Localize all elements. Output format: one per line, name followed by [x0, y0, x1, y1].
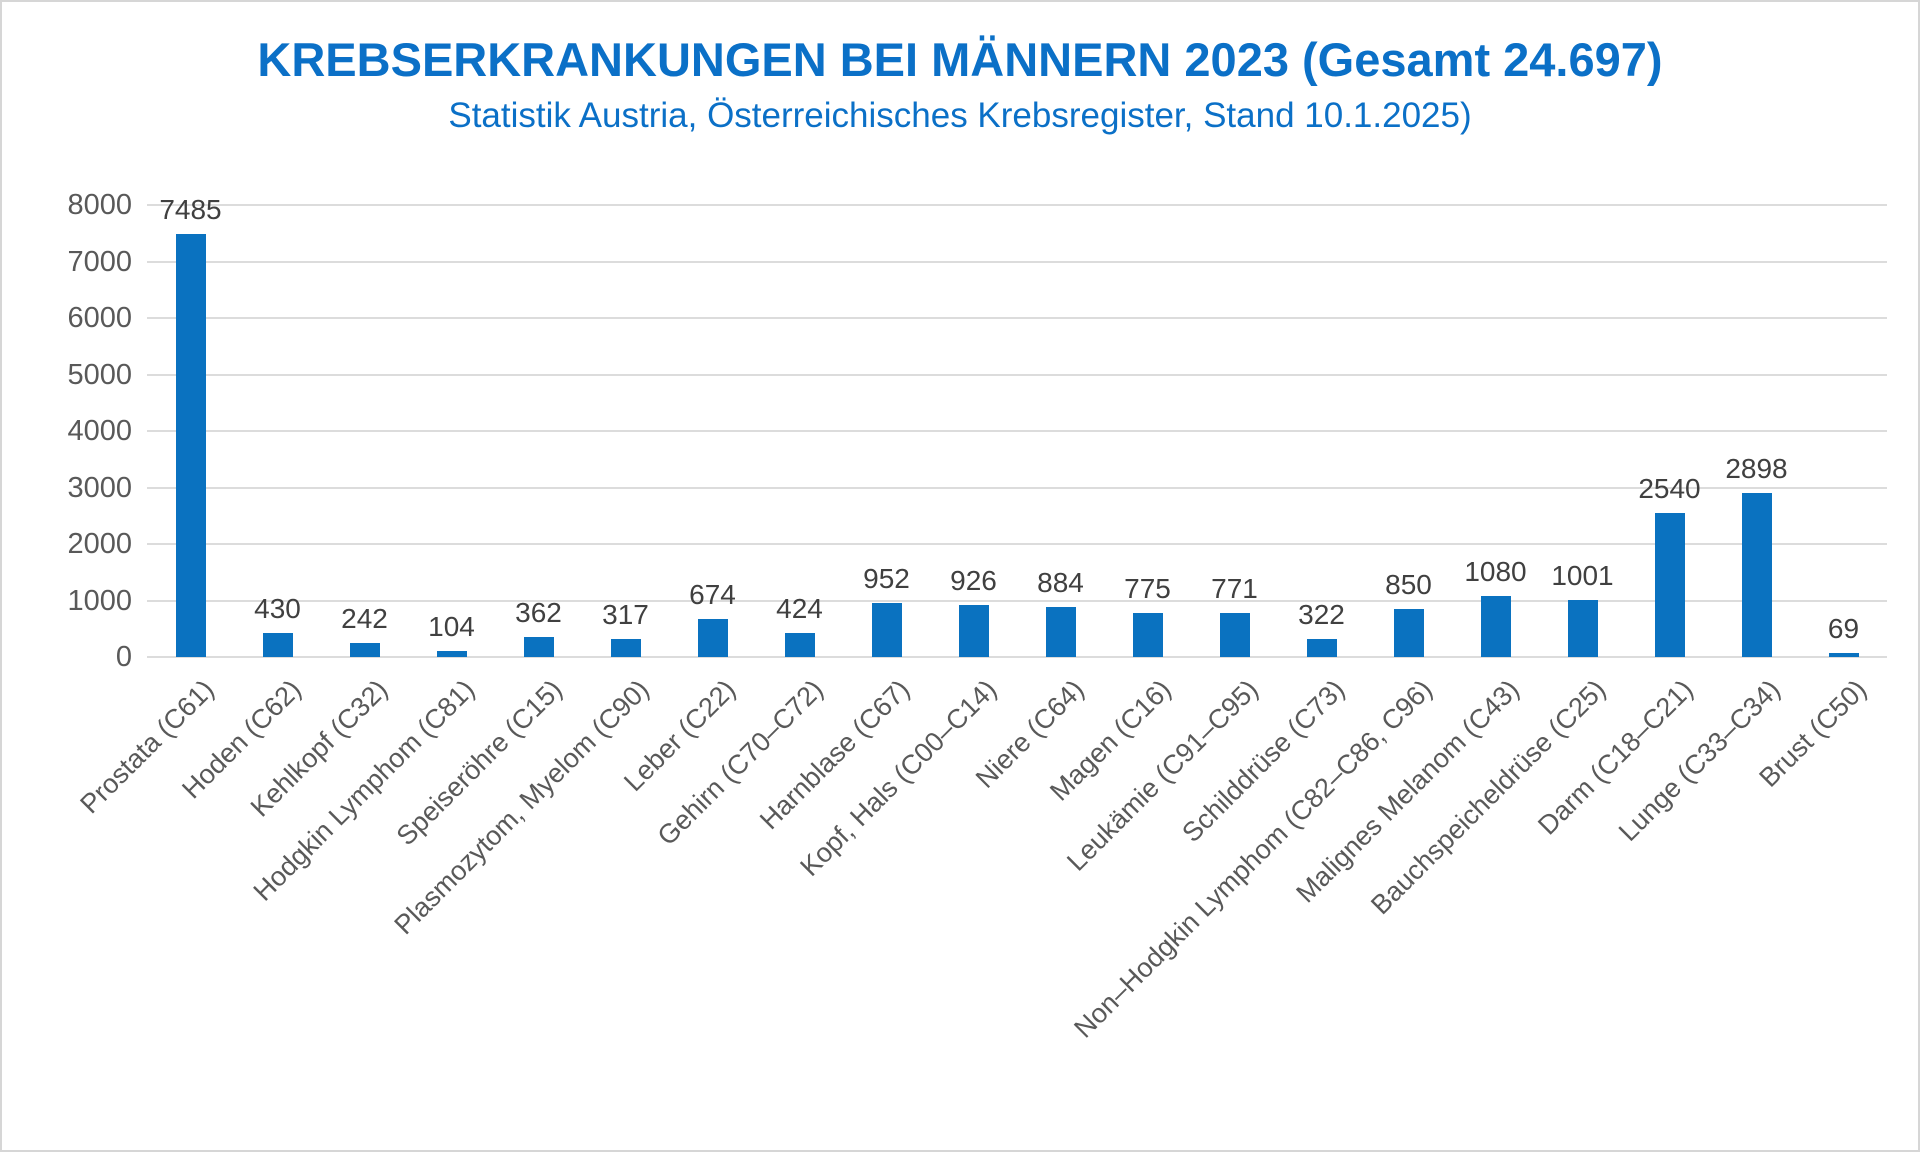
y-axis-tick-label: 6000 — [67, 302, 132, 334]
bar-value-label: 771 — [1211, 573, 1258, 605]
x-axis-category-label: Gehirn (C70–C72) — [651, 674, 829, 852]
bar — [1045, 607, 1076, 657]
bar-value-label: 430 — [254, 592, 301, 624]
bar — [610, 639, 641, 657]
bar-value-label: 424 — [776, 593, 823, 625]
bar — [1741, 493, 1772, 657]
bar-value-label: 1080 — [1464, 555, 1527, 587]
gridline — [147, 204, 1887, 206]
bar — [697, 618, 728, 657]
bar — [349, 643, 380, 657]
gridline — [147, 260, 1887, 263]
bar — [1132, 613, 1163, 657]
y-axis-tick-label: 2000 — [67, 528, 132, 560]
x-axis-category-label: Speiseröhre (C15) — [390, 674, 568, 852]
bar — [262, 632, 293, 657]
bar-value-label: 775 — [1124, 573, 1171, 605]
bar-value-label: 952 — [863, 563, 910, 595]
bar-value-label: 2898 — [1725, 453, 1788, 485]
gridline — [147, 373, 1887, 376]
gridline — [147, 430, 1887, 432]
y-axis-tick-label: 5000 — [67, 358, 132, 391]
x-axis-category-label: Lunge (C33–C34) — [1612, 674, 1786, 847]
bar — [784, 633, 815, 657]
bar-value-label: 322 — [1298, 598, 1345, 630]
gridline — [147, 317, 1887, 319]
gridline — [147, 656, 1887, 658]
bar — [436, 651, 467, 657]
bar-value-label: 104 — [428, 611, 475, 643]
bar-value-label: 69 — [1827, 613, 1860, 645]
bar — [1828, 653, 1859, 657]
bar-value-label: 317 — [602, 599, 649, 631]
bar — [1219, 613, 1250, 657]
bar-value-label: 926 — [950, 564, 997, 596]
y-axis-tick-label: 7000 — [67, 245, 132, 278]
bar-value-label: 242 — [341, 603, 388, 635]
bar — [1306, 638, 1337, 657]
gridline — [147, 599, 1887, 602]
chart-title: KREBSERKRANKUNGEN BEI MÄNNERN 2023 (Gesa… — [257, 33, 1663, 86]
bar — [1567, 600, 1598, 657]
bar-value-label: 850 — [1385, 568, 1432, 600]
bar — [958, 604, 989, 657]
bar-value-label: 674 — [689, 578, 736, 610]
x-axis-category-label: Harnblase (C67) — [754, 674, 916, 836]
bar — [1393, 608, 1424, 657]
bar-value-label: 1001 — [1551, 560, 1614, 592]
bar — [1480, 595, 1511, 657]
bar-value-label: 2540 — [1638, 473, 1701, 505]
y-axis-tick-label: 1000 — [67, 584, 132, 617]
gridline — [147, 543, 1887, 545]
x-axis-category-label: Schilddrüse (C73) — [1176, 674, 1351, 849]
bar-value-label: 362 — [515, 596, 562, 628]
y-axis-tick-label: 3000 — [67, 471, 132, 504]
bar-value-label: 7485 — [159, 194, 222, 226]
bar — [871, 603, 902, 657]
bar — [1654, 513, 1685, 657]
gridline — [147, 486, 1887, 489]
x-axis-category-label: Darm (C18–C21) — [1532, 674, 1699, 841]
bar-value-label: 884 — [1037, 567, 1084, 599]
y-axis-tick-label: 0 — [115, 641, 132, 673]
chart-subtitle: Statistik Austria, Österreichisches Kreb… — [448, 96, 1472, 135]
y-axis-tick-label: 4000 — [67, 415, 132, 447]
bar — [175, 234, 206, 657]
bar — [523, 636, 554, 657]
y-axis-tick-label: 8000 — [67, 189, 132, 221]
